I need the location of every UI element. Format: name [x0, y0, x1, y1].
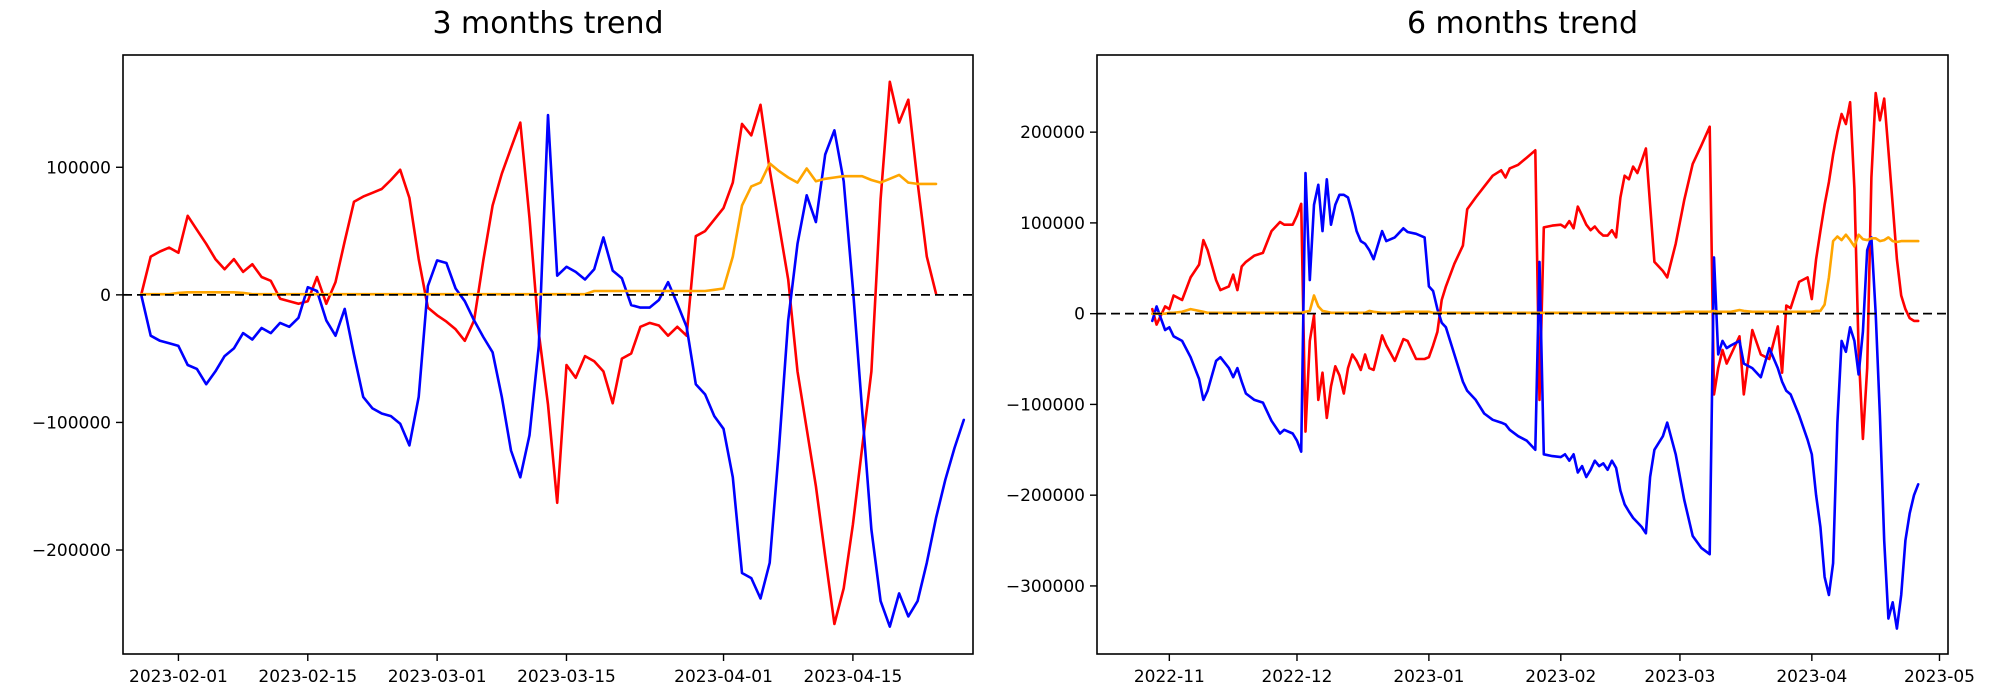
x-tick-label: 2023-03-15: [517, 667, 616, 687]
right-chart-title: 6 months trend: [1406, 6, 1639, 41]
trend-orange-line: [140, 162, 938, 296]
positive-flow-red-line: [1151, 91, 1920, 441]
x-tick-label: 2023-02-01: [129, 667, 228, 687]
x-tick-label: 2023-03: [1644, 667, 1715, 687]
x-tick-label: 2023-03-01: [388, 667, 487, 687]
x-tick-label: 2023-04-15: [803, 667, 902, 687]
y-tick-label: −100000: [32, 413, 111, 433]
x-tick-label: 2023-02: [1525, 667, 1596, 687]
trend-orange-line: [1151, 233, 1920, 315]
axes-frame: [1096, 54, 1949, 655]
x-tick-label: 2023-04-01: [674, 667, 773, 687]
x-tick-label: 2022-11: [1134, 667, 1205, 687]
left-chart-title: 3 months trend: [432, 6, 664, 41]
x-tick-label: 2022-12: [1261, 667, 1332, 687]
y-tick-label: −300000: [1006, 577, 1085, 597]
x-tick-label: 2023-04: [1776, 667, 1847, 687]
x-tick-label: 2023-01: [1393, 667, 1464, 687]
negative-flow-blue-line: [1151, 171, 1920, 630]
left-chart-svg: 2023-02-01 2023-02-15 2023-03-01 2023-03-15…: [32, 54, 974, 687]
y-tick-label: 200000: [1020, 123, 1085, 143]
y-tick-label: 0: [1074, 305, 1085, 325]
y-tick-label: 100000: [1020, 214, 1085, 234]
y-tick-label: −200000: [32, 541, 111, 561]
x-tick-label: 2023-05: [1904, 667, 1975, 687]
x-tick-label: 2023-02-15: [258, 667, 357, 687]
y-tick-label: 100000: [46, 158, 111, 178]
right-chart-svg: 2022-11 2022-12 2023-01 2023-02 2023-03 2023-…: [1006, 54, 1975, 687]
negative-flow-blue-line: [140, 113, 966, 628]
y-tick-label: −200000: [1006, 486, 1085, 506]
y-tick-label: −100000: [1006, 395, 1085, 415]
y-tick-label: 0: [100, 286, 111, 306]
axes-frame: [122, 54, 974, 655]
